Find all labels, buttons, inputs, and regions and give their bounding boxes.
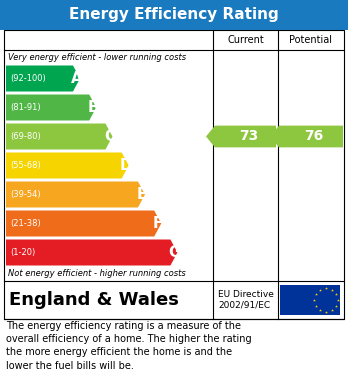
Text: Current: Current (227, 35, 264, 45)
Bar (4, 30, 344, 319)
Text: A: A (71, 71, 83, 86)
Polygon shape (270, 126, 343, 147)
Text: 73: 73 (239, 129, 258, 143)
Text: England & Wales: England & Wales (9, 291, 179, 309)
Text: Not energy efficient - higher running costs: Not energy efficient - higher running co… (8, 269, 186, 278)
Text: (69-80): (69-80) (10, 132, 41, 141)
Text: B: B (87, 100, 99, 115)
Text: (1-20): (1-20) (10, 248, 35, 257)
Text: (55-68): (55-68) (10, 161, 41, 170)
Text: (39-54): (39-54) (10, 190, 41, 199)
Text: Energy Efficiency Rating: Energy Efficiency Rating (69, 7, 279, 23)
Text: (81-91): (81-91) (10, 103, 41, 112)
Polygon shape (6, 240, 177, 265)
Text: F: F (153, 216, 163, 231)
Text: (92-100): (92-100) (10, 74, 46, 83)
Polygon shape (6, 66, 80, 91)
Polygon shape (206, 126, 276, 147)
Bar (0, 0, 348, 30)
Polygon shape (6, 181, 145, 208)
Text: C: C (104, 129, 115, 144)
Text: Very energy efficient - lower running costs: Very energy efficient - lower running co… (8, 52, 186, 61)
Text: Potential: Potential (290, 35, 332, 45)
Text: 76: 76 (304, 129, 324, 143)
Bar (280, 285, 340, 315)
Text: G: G (168, 245, 181, 260)
Polygon shape (6, 95, 96, 120)
Text: E: E (137, 187, 147, 202)
Polygon shape (6, 210, 161, 237)
Polygon shape (6, 124, 112, 149)
Text: (21-38): (21-38) (10, 219, 41, 228)
Text: The energy efficiency rating is a measure of the
overall efficiency of a home. T: The energy efficiency rating is a measur… (6, 321, 252, 371)
Polygon shape (6, 152, 129, 179)
Text: D: D (119, 158, 132, 173)
Text: EU Directive
2002/91/EC: EU Directive 2002/91/EC (218, 290, 274, 310)
